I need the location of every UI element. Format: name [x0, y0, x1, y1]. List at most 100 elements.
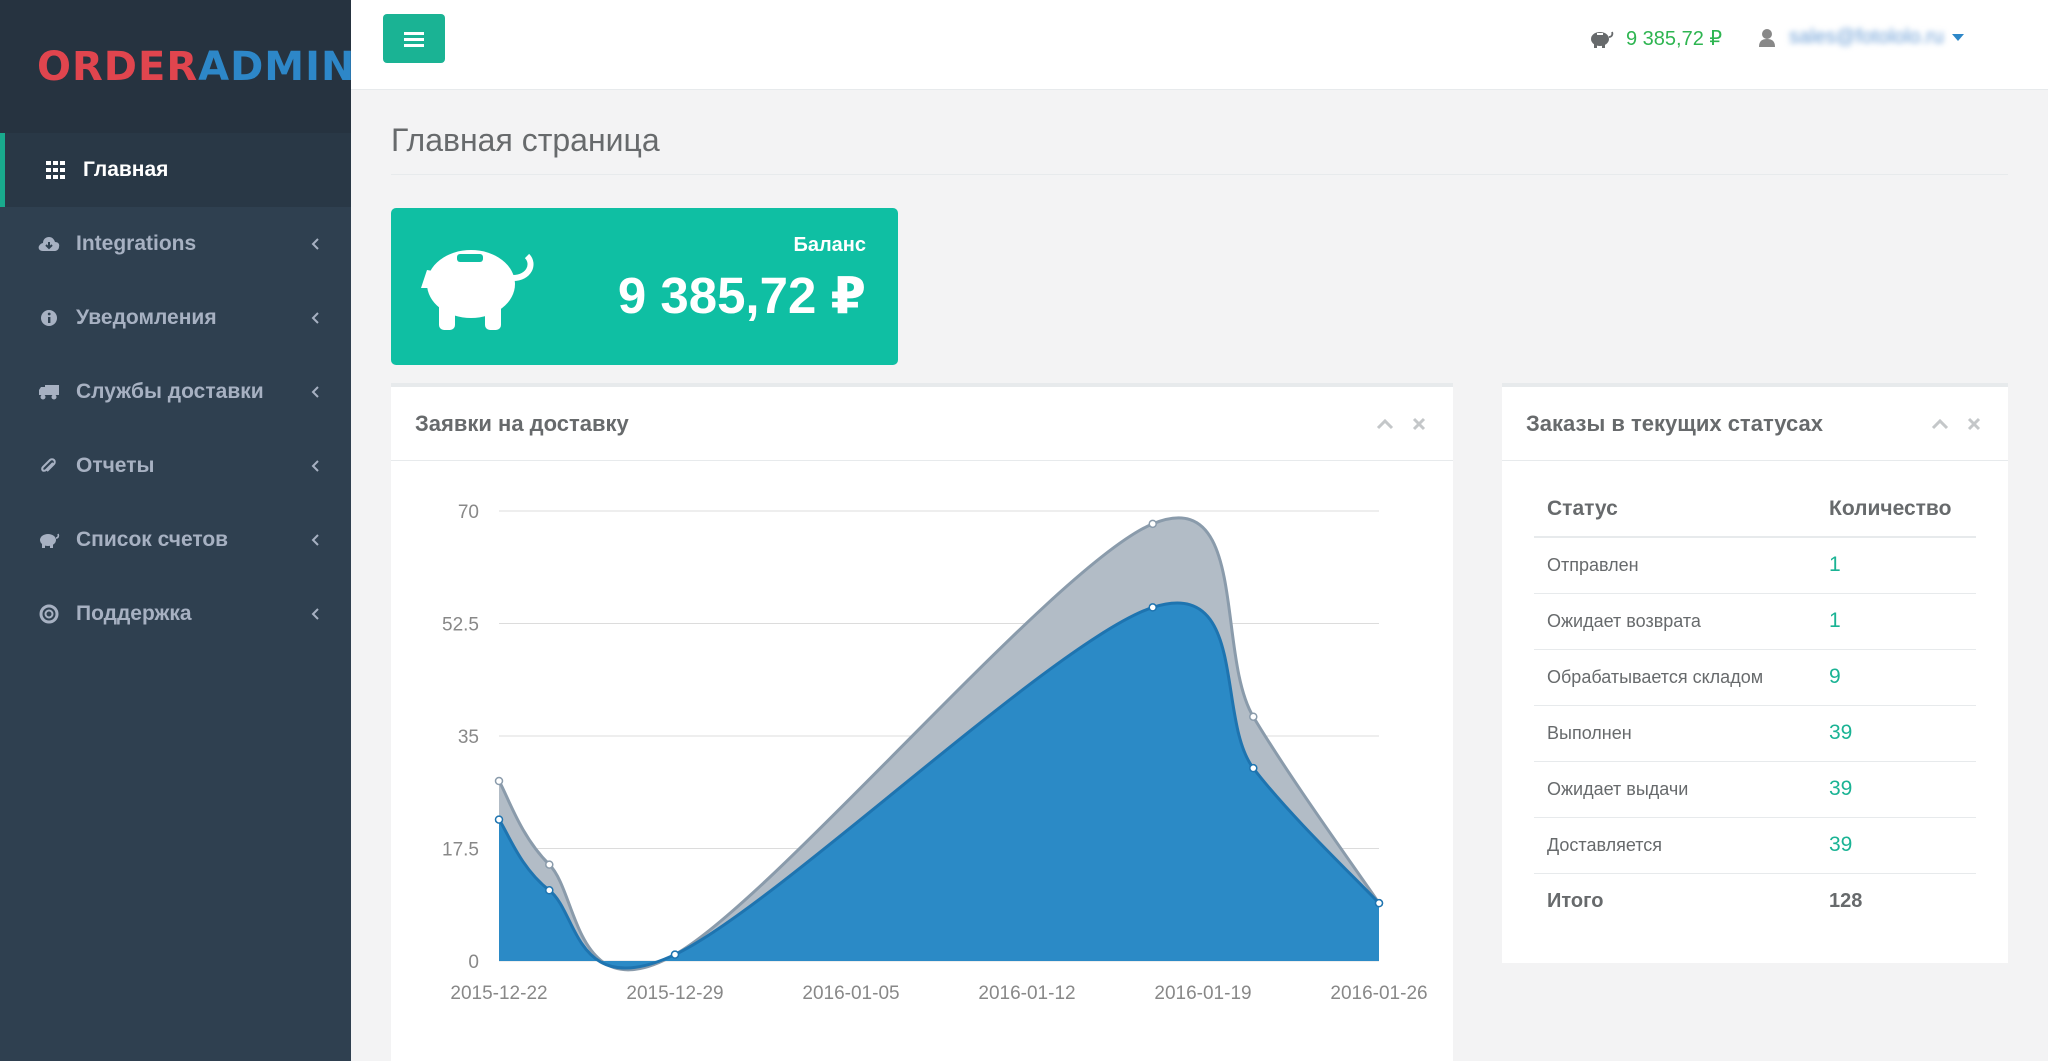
- sidebar-nav: Главная Integrations Уведомления Службы …: [0, 133, 351, 651]
- top-balance[interactable]: 9 385,72 ₽: [1588, 26, 1722, 51]
- status-cell: Отправлен: [1534, 537, 1816, 594]
- chevron-left-icon: [311, 460, 319, 472]
- x-tick-label: 2016-01-19: [1154, 983, 1251, 1004]
- data-point: [1148, 603, 1157, 612]
- data-point: [1374, 898, 1384, 908]
- collapse-icon[interactable]: [1930, 414, 1950, 434]
- status-cell: Доставляется: [1534, 817, 1816, 874]
- chevron-left-icon: [311, 312, 319, 324]
- sidebar-item-notifications[interactable]: Уведомления: [0, 281, 351, 355]
- piggy-bank-icon: [421, 250, 534, 330]
- sidebar-item-home[interactable]: Главная: [0, 133, 351, 207]
- column-header-status: Статус: [1534, 481, 1816, 538]
- panel-title: Заказы в текущих статусах: [1526, 410, 1823, 436]
- app-logo[interactable]: ORDERADMIN: [37, 44, 355, 90]
- status-cell: Обрабатывается складом: [1534, 649, 1816, 706]
- data-point: [494, 815, 504, 824]
- table-header-row: Статус Количество: [1534, 481, 1976, 538]
- x-tick-label: 2016-01-26: [1330, 983, 1427, 1004]
- sidebar-item-label: Отчеты: [76, 454, 155, 477]
- table-row: Выполнен 39: [1534, 705, 1976, 762]
- status-table: Статус Количество Отправлен 1 Ожидает воз…: [1534, 481, 1976, 929]
- sidebar-toggle-button[interactable]: [383, 14, 445, 63]
- panel-header: Заказы в текущих статусах: [1502, 387, 2008, 461]
- close-icon[interactable]: [1409, 414, 1429, 434]
- title-divider: [391, 174, 2008, 175]
- delivery-requests-panel: Заявки на доставку 0 17.5 35 52.5 70 2015-12-…: [391, 383, 1453, 1061]
- sidebar-item-label: Уведомления: [76, 306, 217, 329]
- panel-header: Заявки на доставку: [391, 387, 1453, 461]
- logo-part-order: ORDER: [37, 43, 199, 90]
- caret-down-icon: [1951, 33, 1964, 41]
- balance-label: Баланс: [793, 234, 866, 256]
- table-row: Отправлен 1: [1534, 537, 1976, 594]
- panel-tools: [1930, 414, 1984, 434]
- order-status-panel: Заказы в текущих статусах Статус Количес…: [1502, 383, 2008, 963]
- panel-tools: [1375, 414, 1429, 434]
- sidebar-item-label: Integrations: [76, 232, 197, 255]
- truck-icon: [38, 381, 60, 403]
- x-tick-label: 2016-01-12: [978, 983, 1075, 1004]
- paperclip-icon: [38, 455, 60, 477]
- total-row: Итого 128: [1534, 873, 1976, 929]
- count-link[interactable]: 39: [1816, 761, 1976, 818]
- x-tick-label: 2015-12-22: [450, 983, 547, 1004]
- sidebar: ORDERADMIN Главная Integrations Уведомле…: [0, 0, 354, 1061]
- life-ring-icon: [38, 603, 60, 625]
- data-point: [545, 886, 554, 895]
- count-link[interactable]: 39: [1816, 817, 1976, 874]
- delivery-requests-chart: 0 17.5 35 52.5 70 2015-12-22 2015-12-29 2016-01…: [442, 502, 1428, 1004]
- sidebar-item-invoices[interactable]: Список счетов: [0, 503, 351, 577]
- table-row: Ожидает выдачи 39: [1534, 761, 1976, 818]
- panel-title: Заявки на доставку: [415, 410, 629, 436]
- table-row: Ожидает возврата 1: [1534, 593, 1976, 650]
- data-point: [1148, 519, 1157, 529]
- grid-icon: [45, 159, 67, 181]
- data-point: [494, 776, 504, 786]
- close-icon[interactable]: [1964, 414, 1984, 434]
- sidebar-item-label: Службы доставки: [76, 380, 264, 403]
- total-label: Итого: [1547, 889, 1604, 912]
- chevron-left-icon: [311, 608, 319, 620]
- series-line-0: [497, 516, 1381, 972]
- logo-area: ORDERADMIN: [0, 0, 354, 133]
- sidebar-item-label: Главная: [83, 158, 169, 181]
- status-cell: Выполнен: [1534, 705, 1816, 762]
- y-tick-label: 17.5: [442, 840, 479, 861]
- hamburger-icon: [404, 31, 424, 47]
- sidebar-item-label: Список счетов: [76, 528, 229, 551]
- data-point: [1249, 712, 1258, 721]
- column-header-count: Количество: [1816, 481, 1976, 538]
- y-tick-label: 70: [458, 502, 479, 523]
- chevron-left-icon: [311, 534, 319, 546]
- collapse-icon[interactable]: [1375, 414, 1395, 434]
- sidebar-item-integrations[interactable]: Integrations: [0, 207, 351, 281]
- logo-part-admin: ADMIN: [198, 43, 356, 90]
- balance-value: 9 385,72 ₽: [617, 267, 866, 324]
- y-tick-label: 35: [458, 727, 479, 748]
- status-cell: Ожидает возврата: [1534, 593, 1816, 650]
- user-menu[interactable]: sales@fotololo.ru: [1759, 26, 1964, 49]
- chevron-left-icon: [311, 238, 319, 250]
- piggy-bank-icon: [1591, 31, 1614, 48]
- status-cell: Ожидает выдачи: [1534, 761, 1816, 818]
- y-tick-label: 52.5: [442, 615, 479, 636]
- sidebar-item-support[interactable]: Поддержка: [0, 577, 351, 651]
- user-email: sales@fotololo.ru: [1789, 26, 1944, 48]
- sidebar-item-label: Поддержка: [76, 602, 192, 625]
- data-point: [1249, 763, 1258, 773]
- piggy-bank-icon: [38, 529, 60, 551]
- total-count: 128: [1829, 889, 1863, 912]
- count-link[interactable]: 1: [1816, 537, 1976, 594]
- cloud-download-icon: [38, 233, 60, 255]
- x-tick-label: 2016-01-05: [802, 983, 899, 1004]
- y-tick-label: 0: [468, 952, 479, 973]
- sidebar-item-reports[interactable]: Отчеты: [0, 429, 351, 503]
- data-point: [545, 860, 554, 869]
- count-link[interactable]: 39: [1816, 705, 1976, 762]
- sidebar-item-delivery-services[interactable]: Службы доставки: [0, 355, 351, 429]
- table-row: Доставляется 39: [1534, 817, 1976, 874]
- balance-widget: Баланс 9 385,72 ₽: [391, 208, 898, 365]
- count-link[interactable]: 9: [1816, 649, 1976, 706]
- count-link[interactable]: 1: [1816, 593, 1976, 650]
